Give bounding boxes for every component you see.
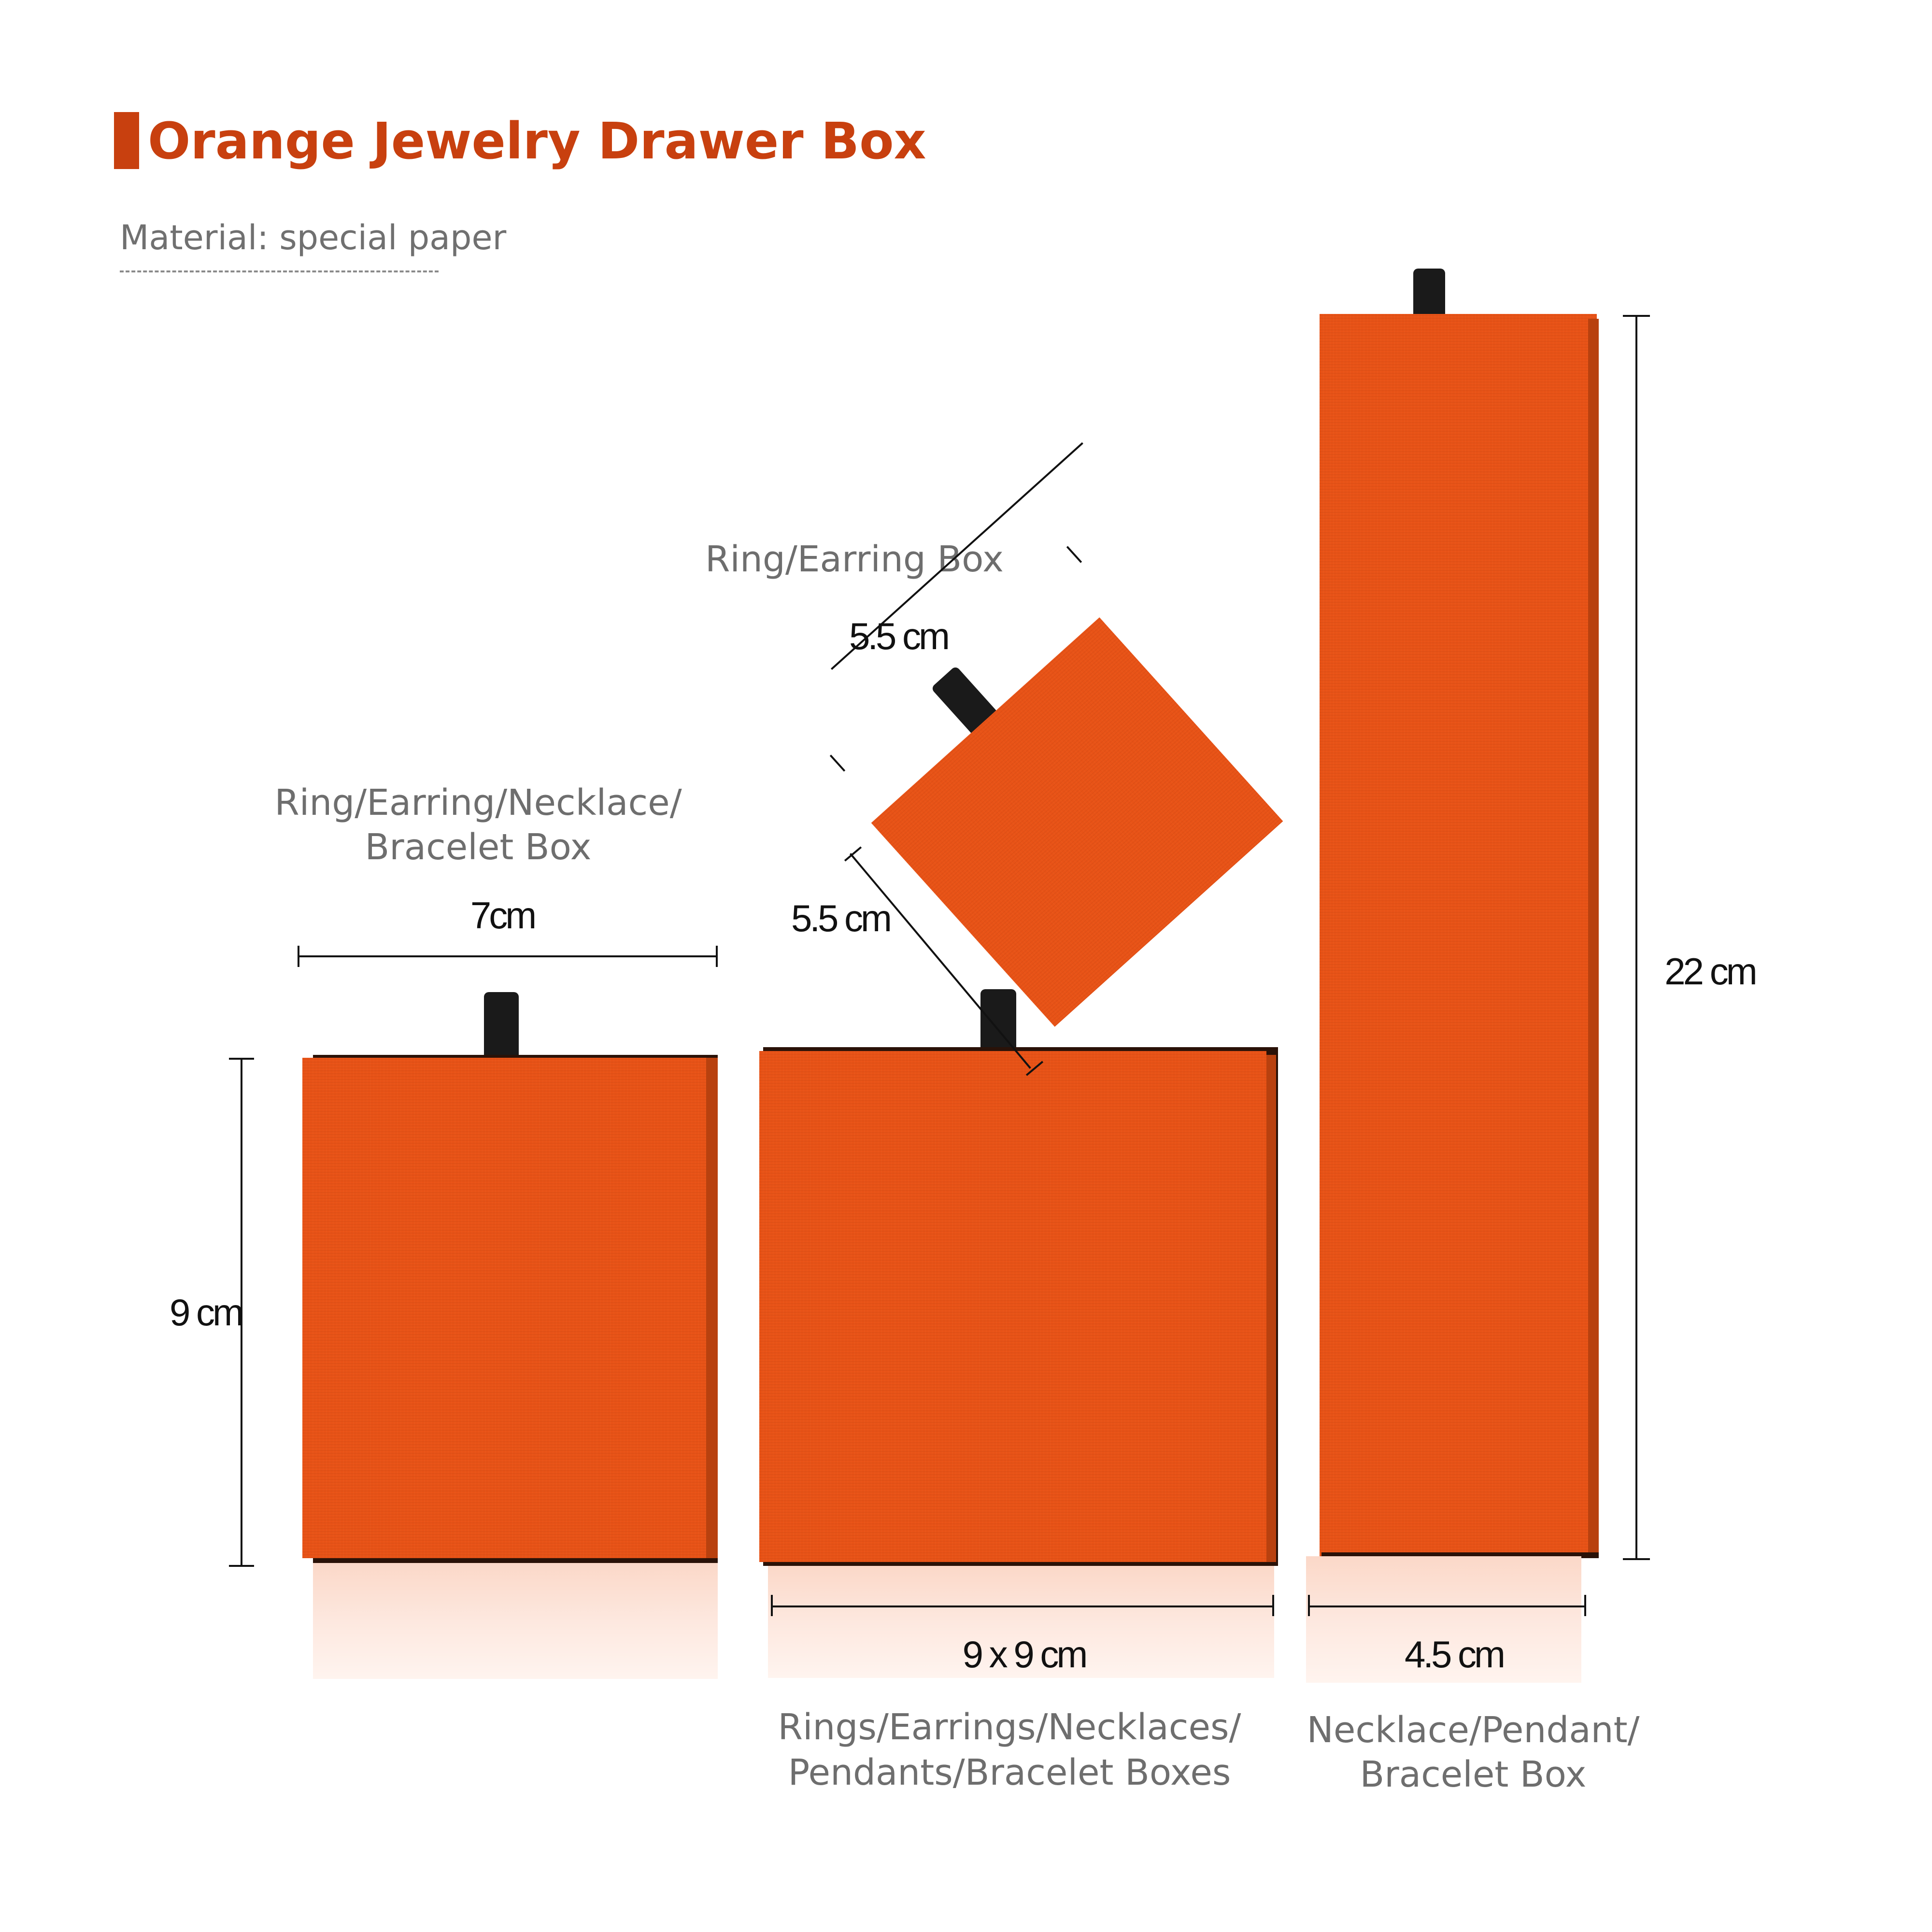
page-title: Orange Jewelry Drawer Box xyxy=(148,112,926,170)
tall-box-height-label: 22 cm xyxy=(1664,950,1757,993)
tall-box-caption-line2: Bracelet Box xyxy=(1360,1754,1587,1795)
title-accent-bar xyxy=(114,112,139,169)
left-drawer-box xyxy=(302,1058,706,1558)
material-divider xyxy=(120,270,439,272)
middle-box-size-label: 9 x 9 cm xyxy=(962,1633,1088,1676)
left-box-reflection xyxy=(313,1563,718,1679)
small-box-caption: Ring/Earring Box xyxy=(705,539,1004,580)
left-box-caption-line1: Ring/Earring/Necklace/ xyxy=(274,782,682,824)
tall-box-reflection xyxy=(1306,1556,1581,1683)
middle-box-caption-line1: Rings/Earrings/Necklaces/ xyxy=(778,1706,1241,1748)
middle-drawer-box xyxy=(759,1051,1266,1562)
small-box-depth-label: 5.5 cm xyxy=(791,897,892,939)
middle-box-caption-line2: Pendants/Bracelet Boxes xyxy=(788,1752,1231,1793)
material-label: Material: special paper xyxy=(120,218,507,257)
left-box-height-line xyxy=(241,1059,242,1566)
small-box-width-label: 5.5 cm xyxy=(849,615,950,657)
tall-box-height-line xyxy=(1635,316,1637,1560)
left-box-pull-tab[interactable] xyxy=(484,992,519,1062)
middle-box-reflection xyxy=(768,1566,1274,1678)
left-box-caption-line2: Bracelet Box xyxy=(365,826,592,868)
tall-box-width-label: 4.5 cm xyxy=(1404,1633,1506,1676)
tall-box-caption-line1: Necklace/Pendant/ xyxy=(1307,1709,1640,1751)
left-box-height-label: 9 cm xyxy=(169,1291,244,1334)
left-box-width-label: 7cm xyxy=(470,894,537,937)
small-drawer-box xyxy=(871,617,1283,1027)
left-box-width-line xyxy=(298,955,717,957)
middle-box-width-line xyxy=(772,1605,1273,1607)
tall-box-width-line xyxy=(1309,1605,1585,1607)
tall-drawer-box xyxy=(1320,314,1597,1556)
